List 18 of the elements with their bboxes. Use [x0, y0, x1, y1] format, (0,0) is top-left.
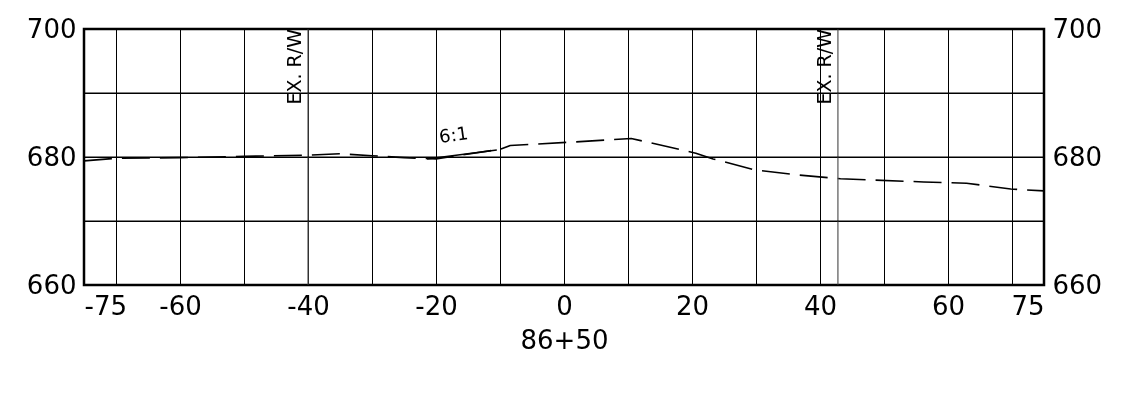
y-tick-label: 660 [26, 269, 77, 300]
y2-tick-label: 700 [1052, 13, 1103, 44]
x-tick-label: 60 [931, 290, 966, 321]
x-tick-label: 75 [1011, 290, 1045, 321]
y2-tick-label: 660 [1052, 269, 1103, 300]
y-tick-label: 700 [26, 13, 77, 44]
x-tick-label: -40 [287, 290, 330, 321]
annotation: 6:1 [437, 122, 470, 148]
x-axis-title: 86+50 [520, 324, 609, 355]
x-tick-label: -75 [84, 290, 127, 321]
y2-tick-label: 680 [1052, 141, 1103, 172]
x-tick-label: -60 [159, 290, 202, 321]
ref-line-label: EX. R/W [283, 28, 305, 105]
x-tick-label: -20 [415, 290, 458, 321]
x-tick-label: 40 [803, 290, 838, 321]
y-tick-label: 680 [26, 141, 77, 172]
x-tick-label: 20 [675, 290, 710, 321]
x-tick-label: 0 [556, 290, 573, 321]
